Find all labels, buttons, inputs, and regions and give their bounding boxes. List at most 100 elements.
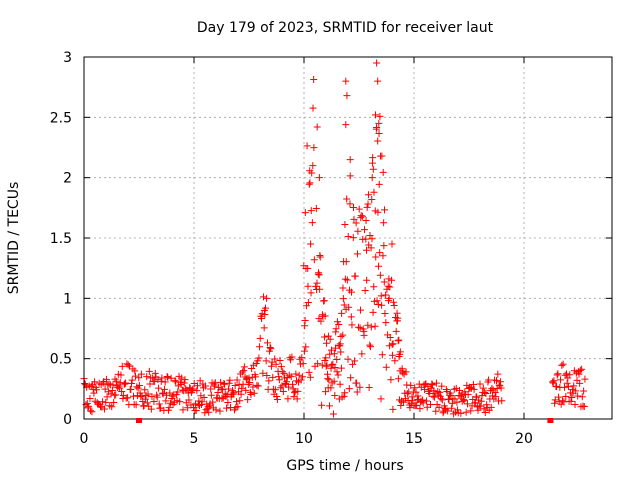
data-point [430,393,438,401]
data-point [363,203,371,211]
data-point [358,350,366,358]
data-point [386,283,394,291]
data-point [100,405,108,413]
data-point [352,219,360,227]
data-point [438,382,446,390]
data-point [408,393,416,401]
data-point [444,407,452,415]
data-point [266,343,274,351]
data-point [427,400,434,408]
data-point [394,375,402,383]
data-point [369,308,377,316]
data-point [327,364,335,372]
data-point [181,376,189,384]
data-point [385,294,393,302]
data-point [135,374,143,382]
gap-marker [136,418,142,423]
data-point [143,373,151,381]
data-point [291,389,299,397]
data-point [263,339,271,347]
data-point [327,384,335,392]
data-point [387,376,395,384]
data-point [454,406,462,414]
data-point [336,380,344,388]
data-point [457,409,465,417]
data-point [324,375,332,383]
data-point [316,253,324,261]
data-point [378,351,386,359]
data-point [151,369,159,377]
data-point [580,387,588,395]
data-point [337,348,345,356]
data-point [374,77,382,85]
data-point [551,399,559,407]
data-point [566,371,574,379]
data-point [414,392,422,400]
data-point [483,401,491,409]
data-point [359,212,367,220]
data-point [267,345,275,353]
x-tick-label: 15 [405,431,423,447]
data-point [353,250,361,258]
data-point [331,344,339,352]
data-point [341,389,349,397]
data-point [234,403,242,411]
data-point [258,315,266,323]
data-point [157,377,165,385]
data-point [122,379,130,387]
data-point [225,379,233,387]
data-point [356,324,364,332]
data-point [127,386,135,394]
data-point [256,334,264,342]
data-point [135,382,143,390]
data-point [370,283,378,291]
data-point [368,196,376,204]
data-point [238,384,246,392]
y-tick-label: 0.5 [50,352,72,368]
data-point [263,294,271,302]
data-point [343,92,351,100]
data-point [351,357,359,365]
data-point [304,282,312,290]
data-point [233,376,241,384]
data-point [108,386,116,394]
data-point [85,402,93,410]
data-point [305,368,313,376]
data-point [346,156,354,164]
data-point [219,386,227,394]
data-point [145,367,153,375]
data-point [150,397,158,405]
data-point [388,276,396,284]
data-point [288,353,296,361]
data-point [310,76,318,84]
data-point [374,208,382,216]
data-point [159,389,167,397]
data-point [360,331,368,339]
data-point [343,195,351,203]
data-point [336,340,344,348]
data-point [572,387,580,395]
data-point [325,376,333,384]
data-point [263,371,271,379]
data-point [279,387,287,395]
data-point [432,379,440,387]
data-point [412,388,420,396]
data-point [179,406,187,414]
data-point [178,374,186,382]
data-point [476,380,484,388]
data-point [340,392,348,400]
data-point [498,397,506,405]
data-point [212,406,220,414]
data-point [117,371,125,379]
data-point [344,355,352,363]
data-point [355,205,363,213]
data-point [109,381,117,389]
data-point [236,397,244,405]
data-point [205,408,213,416]
data-point [306,179,314,187]
data-point [481,408,489,416]
data-point [374,301,382,309]
data-point [357,306,365,314]
data-point [411,384,419,392]
